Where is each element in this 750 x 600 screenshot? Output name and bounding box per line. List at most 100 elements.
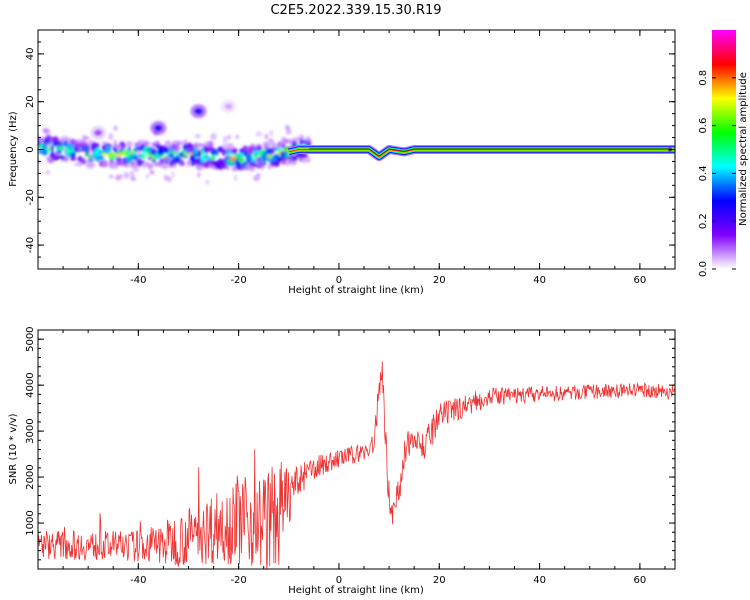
spectrogram-cell <box>42 144 48 150</box>
spectrogram-speck <box>76 146 83 151</box>
spectrogram-cell <box>262 141 270 149</box>
spectrogram-speck <box>148 164 153 171</box>
spectrogram-blob <box>94 129 103 136</box>
spectrogram-speck <box>235 134 240 139</box>
snr-y-tick-label: 1000 <box>25 510 36 535</box>
spectrogram-speck <box>156 162 162 166</box>
spectrogram-cell <box>229 145 233 151</box>
spectrogram-cell <box>299 139 303 146</box>
spectrogram-y-tick-label: 40 <box>25 48 36 61</box>
spectrogram-cell <box>176 156 181 164</box>
colorbar-tick-label: 0.4 <box>698 165 709 181</box>
spectrogram-y-tick-label: 0 <box>25 146 36 152</box>
spectrogram-cell <box>94 148 102 155</box>
spectrogram-speck <box>47 158 53 164</box>
spectrogram-cell <box>231 147 238 155</box>
spectrogram-cell <box>113 154 117 159</box>
spectrogram-speck <box>208 164 214 169</box>
spectrogram-speck <box>205 179 210 185</box>
spectrogram-speck <box>207 140 214 147</box>
spectrogram-speck <box>41 128 48 133</box>
chart-title: C2E5.2022.339.15.30.R19 <box>270 3 441 18</box>
spectrogram-cell <box>113 139 118 146</box>
spectrogram-speck <box>171 162 177 166</box>
snr-panel: -40 -20 0 20 40 60 1000 2000 3000 4000 5000 Height… <box>8 326 676 596</box>
spectrogram-cell <box>200 155 206 164</box>
spectrogram-speck <box>255 156 262 163</box>
spectrogram-speck <box>253 175 260 182</box>
spectrogram-speck <box>233 174 238 182</box>
spectrogram-x-tick-label: 20 <box>433 275 446 286</box>
spectrogram-cell <box>57 154 61 160</box>
spectrogram-speck <box>179 157 183 161</box>
spectrogram-cell <box>81 160 87 165</box>
spectrogram-speck <box>145 173 150 179</box>
spectrogram-y-tick-label: 20 <box>25 95 36 108</box>
spectrogram-speck <box>222 135 229 143</box>
spectrogram-speck <box>269 129 273 137</box>
spectrogram-cell <box>253 144 259 148</box>
spectrogram-cell <box>249 166 256 172</box>
spectrogram-band-outline <box>308 148 670 157</box>
spectrogram-speck <box>173 145 180 152</box>
spectrogram-speck <box>114 160 121 165</box>
spectrogram-cell <box>136 159 143 167</box>
snr-x-tick-label: 40 <box>533 575 546 586</box>
spectrogram-cell <box>226 149 229 157</box>
spectrogram-cell <box>245 154 252 161</box>
spectrogram-cell <box>285 153 290 158</box>
spectrogram-cell <box>293 136 296 142</box>
spectrogram-cell <box>178 161 186 166</box>
snr-series-line <box>38 361 675 569</box>
spectrogram-cell <box>254 146 258 152</box>
spectrogram-cell <box>172 141 178 145</box>
spectrogram-cell <box>135 154 138 159</box>
spectrogram-cell <box>116 152 122 159</box>
snr-y-tick-label: 2000 <box>25 464 36 489</box>
spectrogram-cell <box>144 140 150 147</box>
spectrogram-cell <box>257 145 261 152</box>
spectrogram-cell <box>42 151 48 156</box>
spectrogram-x-tick-label: 60 <box>634 275 647 286</box>
spectrogram-cell <box>90 143 98 151</box>
colorbar-bar <box>712 30 736 269</box>
spectrogram-speck <box>108 174 114 179</box>
spectrogram-x-tick-label: 40 <box>533 275 546 286</box>
spectrogram-cell <box>82 144 86 153</box>
spectrogram-speck <box>125 163 131 168</box>
spectrogram-cell <box>99 155 104 159</box>
snr-x-tick-label: -40 <box>130 575 146 586</box>
snr-x-label: Height of straight line (km) <box>288 585 424 596</box>
spectrogram-speck <box>159 157 167 164</box>
spectrogram-cell <box>274 146 279 152</box>
spectrogram-panel: -40 -20 0 20 40 60 -40 -20 0 20 40 Height of strai… <box>8 29 676 296</box>
spectrogram-cell <box>129 153 137 161</box>
spectrogram-speck <box>117 173 124 179</box>
spectrogram-speck <box>63 147 67 154</box>
spectrogram-cell <box>271 145 275 154</box>
spectrogram-cell <box>60 154 65 161</box>
spectrogram-x-label: Height of straight line (km) <box>288 285 424 296</box>
snr-y-tick-label: 5000 <box>25 326 36 351</box>
spectrogram-cell <box>215 152 219 156</box>
spectrogram-cell <box>70 152 76 157</box>
spectrogram-cell <box>119 162 125 167</box>
spectrogram-speck <box>116 144 122 151</box>
spectrogram-blob <box>154 124 163 131</box>
colorbar-tick-label: 0.6 <box>698 118 709 134</box>
spectrogram-speck <box>167 145 174 151</box>
spectrogram-speck <box>55 152 59 157</box>
spectrogram-speck <box>171 171 175 179</box>
colorbar-tick-label: 0.0 <box>698 261 709 277</box>
spectrogram-cell <box>306 156 311 162</box>
spectrogram-cell <box>74 162 79 167</box>
spectrogram-y-tick-label: -40 <box>25 237 36 253</box>
spectrogram-speck <box>130 176 136 181</box>
spectrogram-speck <box>285 127 292 135</box>
snr-frame <box>37 329 676 570</box>
spectrogram-speck <box>226 155 232 161</box>
spectrogram-cell <box>142 163 145 169</box>
spectrogram-x-tick-label: -20 <box>230 275 246 286</box>
spectrogram-speck <box>129 170 135 178</box>
